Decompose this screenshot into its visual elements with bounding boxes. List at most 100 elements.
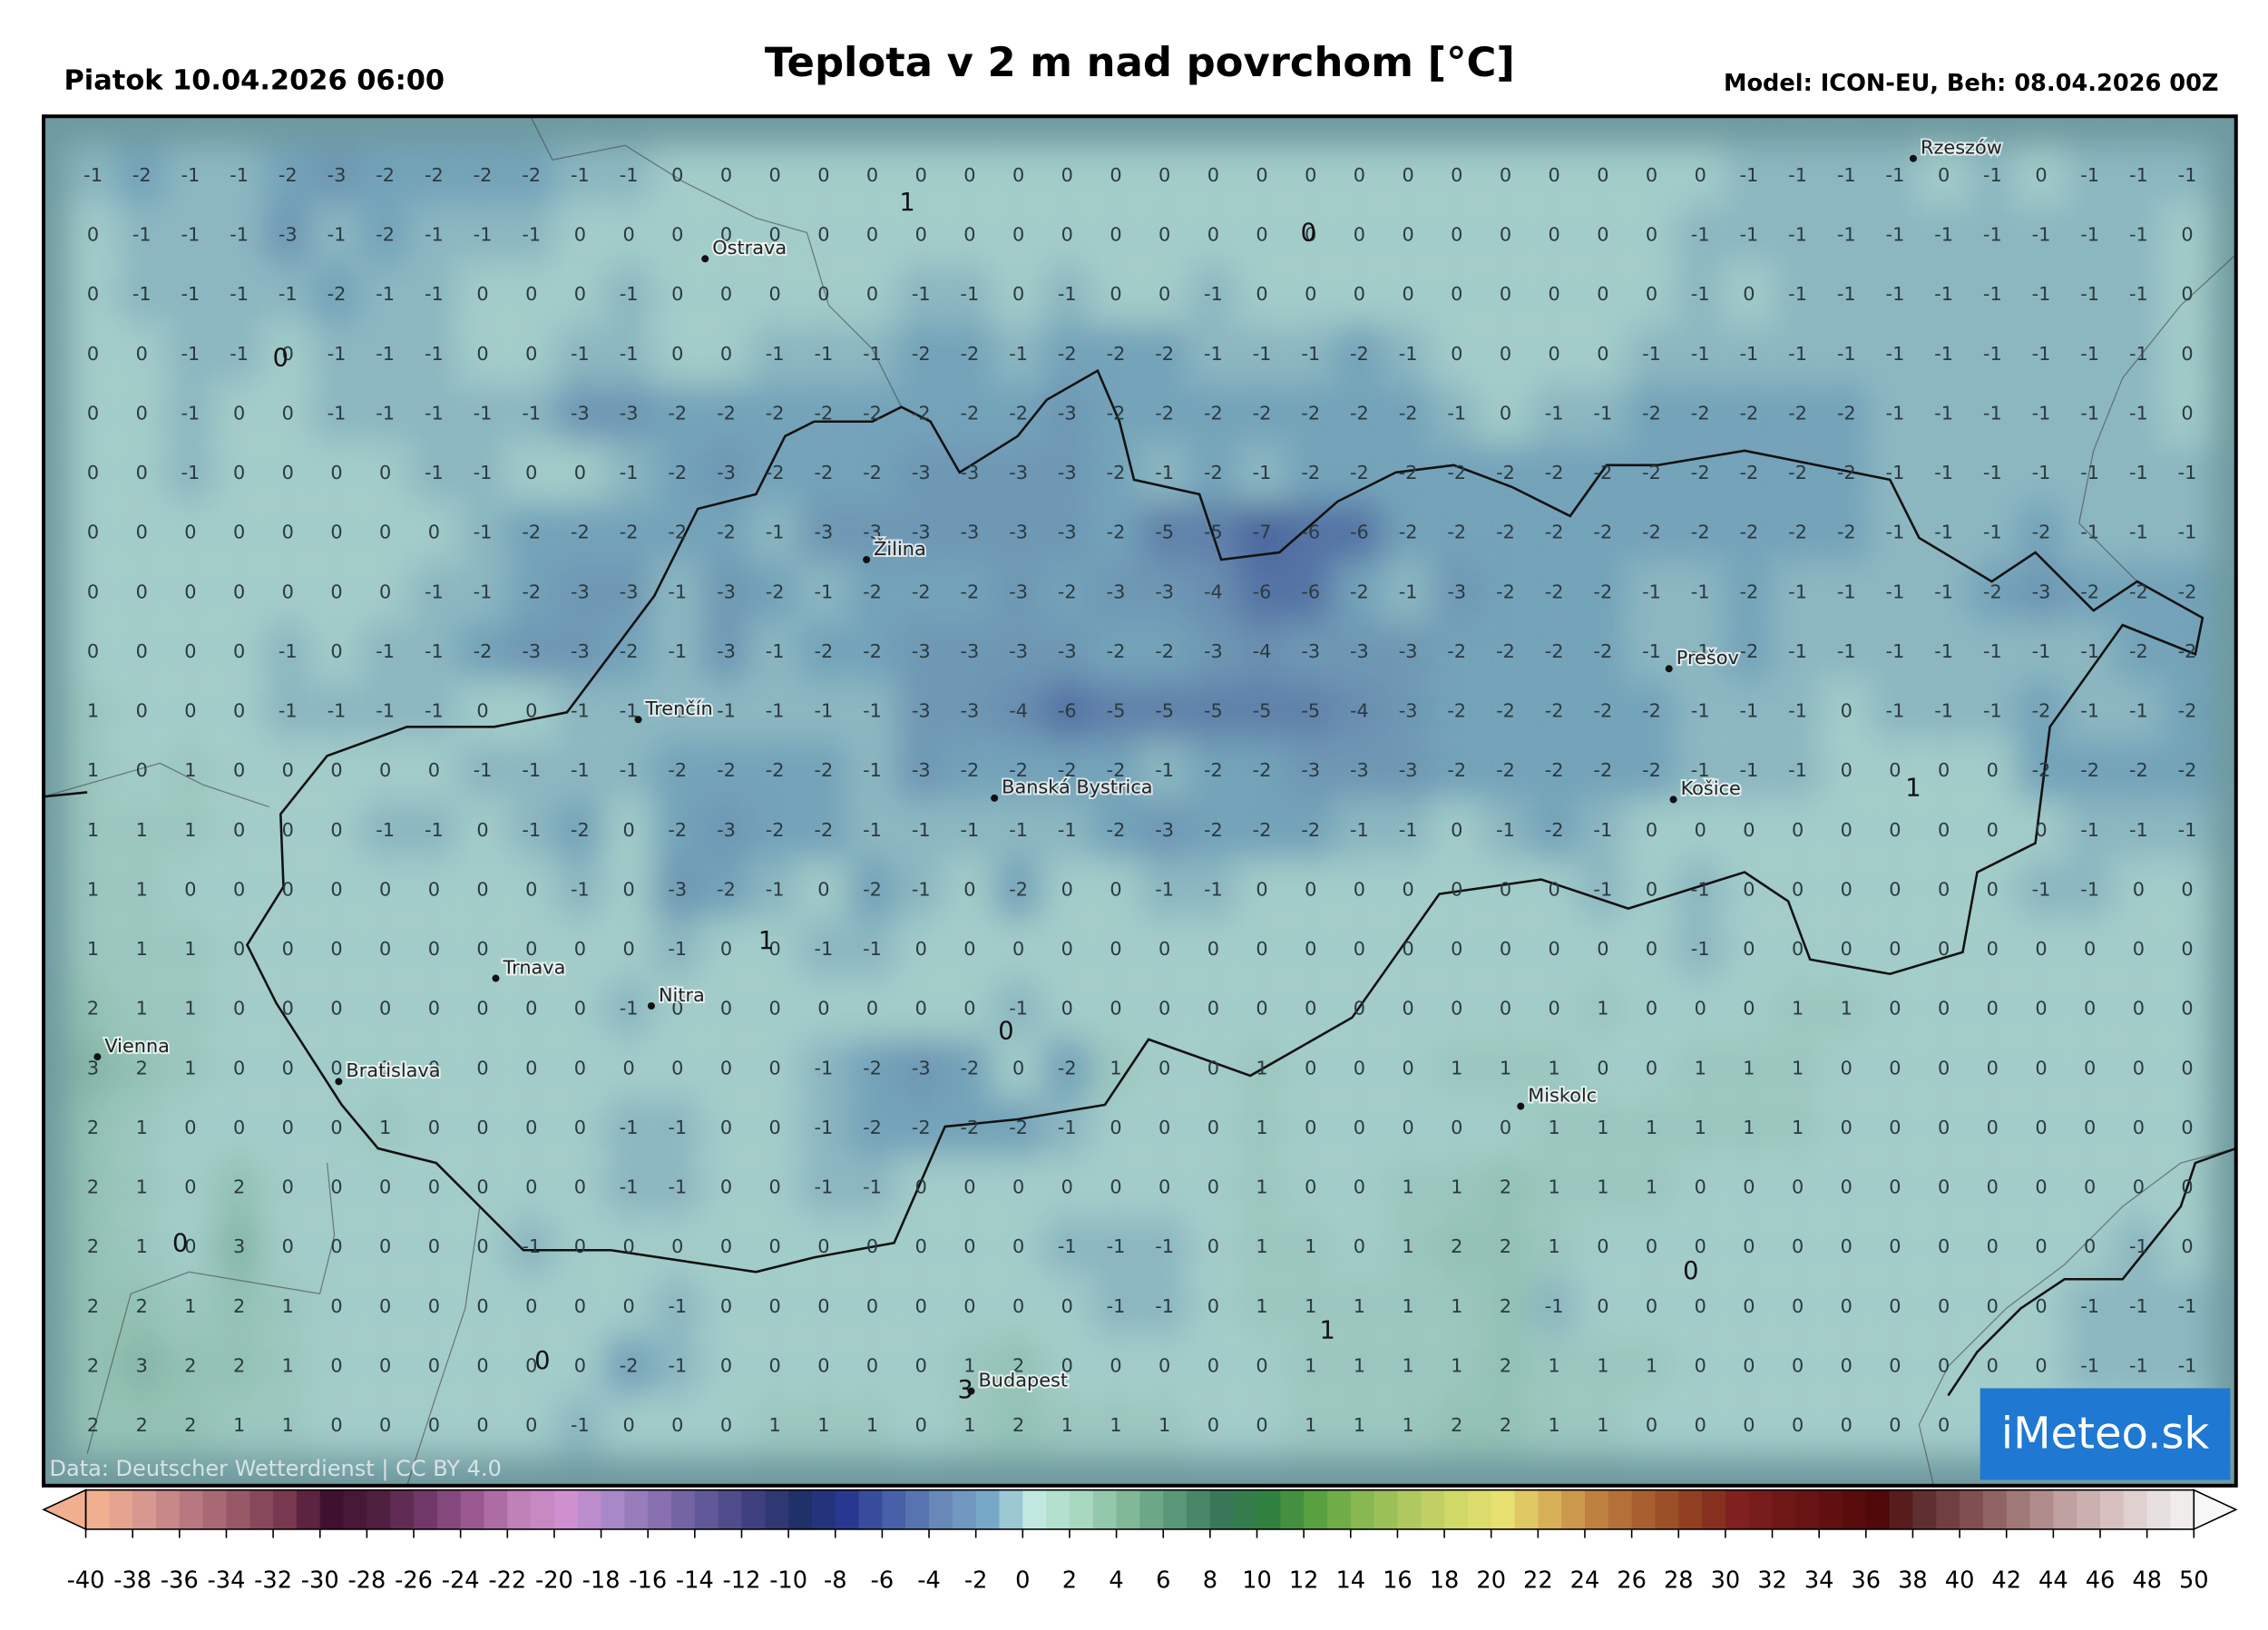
temperature-cell xyxy=(310,383,363,445)
temperature-value: -2 xyxy=(1837,402,1856,424)
temperature-value: -3 xyxy=(1301,759,1320,781)
temperature-cell xyxy=(1528,1157,1580,1219)
temperature-cell xyxy=(943,204,996,267)
temperature-value: 0 xyxy=(282,938,294,960)
temperature-cell xyxy=(1187,204,1239,267)
temperature-value: 0 xyxy=(233,878,245,900)
colorbar-tick-label: -38 xyxy=(113,1567,152,1595)
temperature-cell xyxy=(1918,1097,1970,1160)
temperature-value: -1 xyxy=(1739,343,1758,365)
temperature-value: 0 xyxy=(1841,1057,1853,1079)
city-label: Nitra xyxy=(659,984,705,1006)
temperature-cell xyxy=(1333,1157,1385,1219)
temperature-cell xyxy=(1723,383,1775,445)
temperature-cell xyxy=(943,263,996,327)
temperature-cell xyxy=(2064,620,2116,684)
temperature-value: -4 xyxy=(1204,581,1223,602)
temperature-value: 0 xyxy=(720,224,732,246)
temperature-value: 0 xyxy=(915,164,927,186)
temperature-value: -3 xyxy=(571,402,590,424)
temperature-cell xyxy=(943,144,996,208)
temperature-cell xyxy=(1187,978,1239,1041)
temperature-cell xyxy=(456,978,509,1041)
temperature-value: -1 xyxy=(1983,700,2002,722)
temperature-cell xyxy=(651,1037,704,1100)
temperature-value: 0 xyxy=(1549,164,1560,186)
temperature-value: -2 xyxy=(912,581,931,602)
temperature-cell xyxy=(943,1335,996,1398)
temperature-cell xyxy=(700,1157,752,1219)
temperature-cell xyxy=(1090,1097,1142,1160)
temperature-value: -1 xyxy=(376,283,395,305)
temperature-cell xyxy=(943,561,996,624)
temperature-cell xyxy=(1577,502,1629,565)
temperature-value: 0 xyxy=(87,224,99,246)
temperature-value: 0 xyxy=(1889,878,1901,900)
temperature-cell xyxy=(1333,1275,1385,1339)
temperature-cell xyxy=(1723,1335,1775,1398)
temperature-cell xyxy=(748,1097,801,1160)
temperature-value: -3 xyxy=(1350,640,1369,662)
temperature-value: 0 xyxy=(1938,1117,1950,1138)
temperature-value: -1 xyxy=(814,1176,833,1198)
temperature-cell xyxy=(1333,1335,1385,1398)
temperature-value: 0 xyxy=(769,283,781,305)
colorbar-box xyxy=(1772,1489,1797,1529)
temperature-cell xyxy=(1674,1275,1726,1339)
temperature-cell xyxy=(1041,502,1093,565)
temperature-cell xyxy=(67,204,120,267)
temperature-value: 0 xyxy=(233,402,245,424)
temperature-value: 0 xyxy=(769,1235,781,1257)
temperature-value: -2 xyxy=(1253,819,1272,841)
temperature-value: 0 xyxy=(525,998,537,1020)
temperature-value: 0 xyxy=(2181,1235,2193,1257)
colorbar-tick-label: -40 xyxy=(67,1567,105,1595)
colorbar-box xyxy=(1608,1489,1633,1529)
temperature-cell xyxy=(1772,978,1824,1041)
temperature-value: -2 xyxy=(571,522,590,543)
temperature-cell xyxy=(602,1215,655,1279)
local-extreme: 0 xyxy=(998,1017,1013,1045)
temperature-value: 0 xyxy=(428,878,440,900)
temperature-cell xyxy=(2112,1335,2165,1398)
temperature-cell xyxy=(2015,799,2068,863)
temperature-value: 0 xyxy=(1646,998,1657,1020)
temperature-cell xyxy=(310,978,363,1041)
temperature-cell xyxy=(115,739,168,803)
temperature-cell xyxy=(1918,1275,1970,1339)
colorbar-box xyxy=(1304,1489,1328,1529)
temperature-value: 0 xyxy=(1012,1176,1024,1198)
colorbar-box xyxy=(882,1489,907,1529)
temperature-value: 0 xyxy=(525,462,537,483)
temperature-value: -1 xyxy=(181,402,200,424)
temperature-cell xyxy=(553,739,606,803)
temperature-cell xyxy=(261,1394,314,1458)
temperature-cell xyxy=(115,918,168,981)
temperature-cell xyxy=(2064,1215,2116,1279)
temperature-value: 0 xyxy=(574,283,586,305)
temperature-cell xyxy=(1187,1157,1239,1219)
temperature-cell xyxy=(164,739,217,803)
temperature-cell xyxy=(1285,323,1337,386)
city-label: Miskolc xyxy=(1528,1084,1597,1106)
local-extreme: 3 xyxy=(957,1376,973,1404)
temperature-value: 1 xyxy=(1354,1414,1365,1436)
temperature-cell xyxy=(1236,442,1288,505)
temperature-cell xyxy=(2064,859,2116,922)
temperature-value: 0 xyxy=(1792,878,1804,900)
temperature-value: 0 xyxy=(1354,224,1365,246)
temperature-cell xyxy=(1772,739,1824,803)
temperature-value: -1 xyxy=(2129,402,2148,424)
temperature-value: 1 xyxy=(1305,1295,1316,1317)
temperature-cell xyxy=(1528,680,1580,743)
temperature-value: 1 xyxy=(1451,1057,1462,1079)
temperature-cell xyxy=(992,204,1045,267)
temperature-cell xyxy=(505,1335,558,1398)
temperature-value: 0 xyxy=(1158,164,1170,186)
temperature-cell xyxy=(1626,918,1677,981)
temperature-value: 1 xyxy=(1110,1057,1121,1079)
temperature-cell xyxy=(1236,859,1288,922)
temperature-cell xyxy=(553,1215,606,1279)
temperature-cell xyxy=(1869,620,1921,684)
temperature-value: -3 xyxy=(961,462,980,483)
